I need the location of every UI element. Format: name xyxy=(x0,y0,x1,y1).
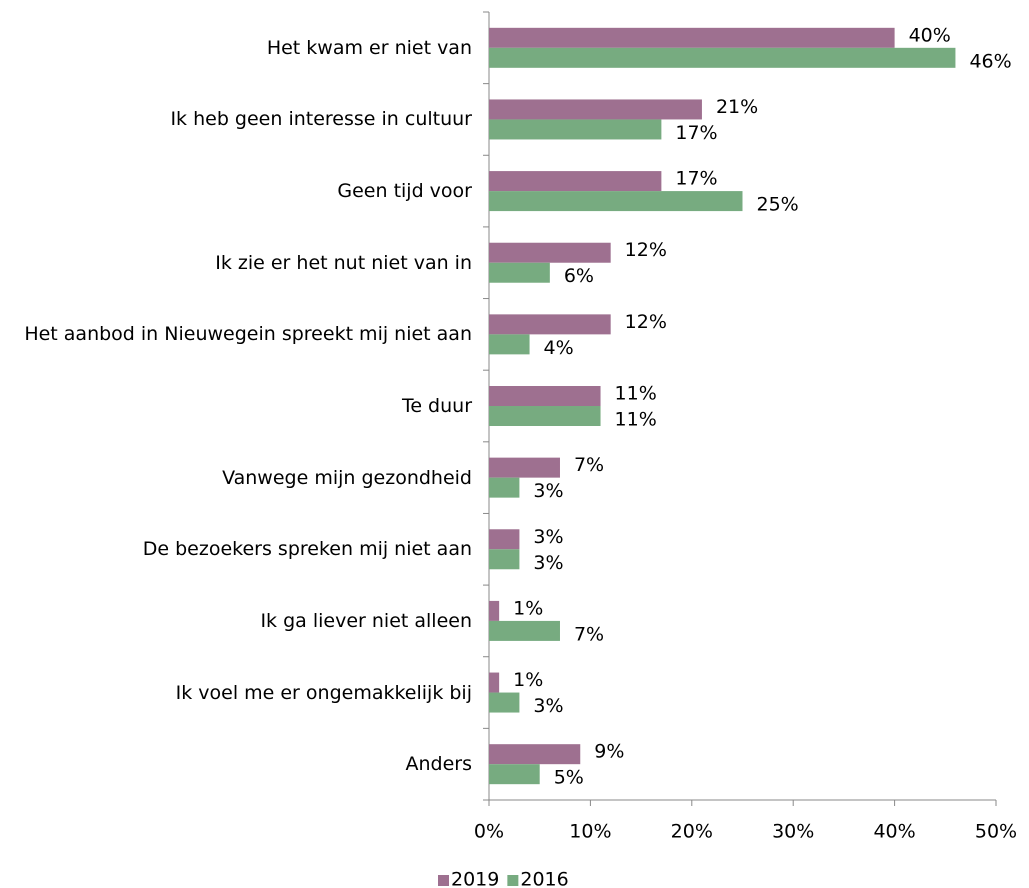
bar xyxy=(489,477,520,498)
bar xyxy=(489,242,611,263)
bar xyxy=(489,47,956,68)
value-label: 3% xyxy=(533,526,563,548)
value-label: 12% xyxy=(625,239,667,261)
category-label: Ik ga liever niet alleen xyxy=(260,609,472,632)
bar xyxy=(489,744,581,765)
x-tick-label: 0% xyxy=(474,821,504,843)
category-label: Ik voel me er ongemakkelijk bij xyxy=(175,681,472,704)
category-label: Ik zie er het nut niet van in xyxy=(215,251,472,274)
bar xyxy=(489,119,662,140)
value-label: 21% xyxy=(716,96,758,118)
bar xyxy=(489,600,500,621)
value-label: 25% xyxy=(757,194,799,216)
category-label: Anders xyxy=(405,753,473,776)
value-label: 3% xyxy=(533,695,563,717)
value-label: 11% xyxy=(615,409,657,431)
category-label: Ik heb geen interesse in cultuur xyxy=(170,108,472,131)
value-label: 46% xyxy=(969,50,1011,72)
bar xyxy=(489,549,520,570)
bar xyxy=(489,27,895,48)
bar xyxy=(489,692,520,713)
bar xyxy=(489,171,662,192)
value-label: 6% xyxy=(564,265,594,287)
category-label: Te duur xyxy=(401,395,472,417)
x-tick-label: 50% xyxy=(975,821,1017,843)
category-label: Geen tijd voor xyxy=(337,180,472,203)
value-label: 11% xyxy=(615,383,657,405)
bar xyxy=(489,314,611,335)
value-label: 3% xyxy=(533,552,563,574)
value-label: 1% xyxy=(513,669,543,691)
x-tick-label: 20% xyxy=(671,821,713,843)
legend-label: 2019 xyxy=(451,869,499,888)
bar xyxy=(489,529,520,550)
bar xyxy=(489,386,601,406)
bar xyxy=(489,457,560,478)
legend-label: 2016 xyxy=(520,869,568,888)
value-label: 1% xyxy=(513,597,543,619)
category-label: Het kwam er niet van xyxy=(266,36,472,59)
legend-swatch xyxy=(507,875,519,886)
bar xyxy=(489,99,702,120)
value-label: 4% xyxy=(544,337,574,359)
value-label: 3% xyxy=(533,480,563,502)
bar xyxy=(489,406,601,426)
value-label: 17% xyxy=(675,168,717,190)
category-label: Het aanbod in Nieuwegein spreekt mij nie… xyxy=(24,323,472,346)
x-tick-label: 30% xyxy=(772,821,814,843)
bar xyxy=(489,191,743,212)
bar xyxy=(489,672,500,693)
value-label: 9% xyxy=(594,741,624,763)
value-label: 40% xyxy=(909,24,951,46)
x-tick-label: 10% xyxy=(569,821,611,843)
value-label: 7% xyxy=(574,623,604,645)
bar xyxy=(489,764,540,785)
value-label: 17% xyxy=(675,122,717,144)
legend-swatch xyxy=(438,875,449,886)
value-label: 7% xyxy=(574,454,604,476)
value-label: 12% xyxy=(625,311,667,333)
category-label: De bezoekers spreken mij niet aan xyxy=(142,538,472,561)
value-label: 5% xyxy=(554,767,584,789)
category-label: Vanwege mijn gezondheid xyxy=(222,466,472,489)
x-tick-label: 40% xyxy=(873,821,915,843)
bar xyxy=(489,262,550,283)
bar xyxy=(489,620,560,641)
bar xyxy=(489,334,530,355)
